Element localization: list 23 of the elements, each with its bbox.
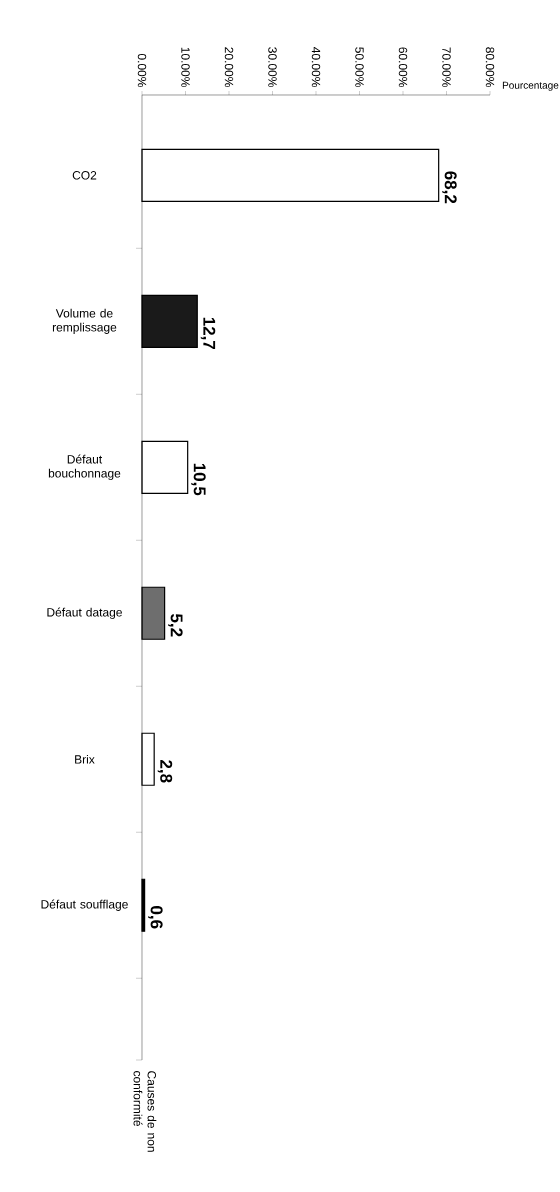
x-tick-label: 60.00% — [398, 47, 408, 88]
data-label: 5,2 — [168, 613, 183, 637]
x-tick-label: 40.00% — [311, 47, 321, 88]
data-label: 2,8 — [157, 760, 173, 783]
x-tick-label: 70.00% — [442, 47, 451, 88]
x-tick-label: 30.00% — [268, 47, 277, 88]
data-label: 68,2 — [442, 171, 457, 204]
y-tick-label: Volume de remplissage — [52, 308, 117, 334]
x-tick-label: 10.00% — [181, 47, 190, 88]
y-tick-label: Défaut bouchonnage — [48, 454, 121, 480]
y-tick-label: CO2 — [72, 171, 97, 180]
y-axis-title: Causes de non conformité — [133, 1071, 157, 1152]
x-tick-label: 20.00% — [224, 47, 234, 88]
x-tick-label: 50.00% — [355, 47, 364, 88]
data-label: 0,6 — [148, 906, 163, 929]
y-tick-label: Défaut datage — [47, 607, 122, 619]
data-label: 12,7 — [200, 317, 216, 350]
y-tick-label: Défaut soufflage — [41, 899, 128, 911]
x-axis-title: Pourcentage — [502, 81, 559, 91]
y-tick-label: Brix — [75, 754, 95, 764]
data-label: 10,5 — [191, 463, 206, 496]
x-tick-label: 80.00% — [485, 47, 495, 88]
x-tick-label: 0.00% — [137, 53, 147, 88]
